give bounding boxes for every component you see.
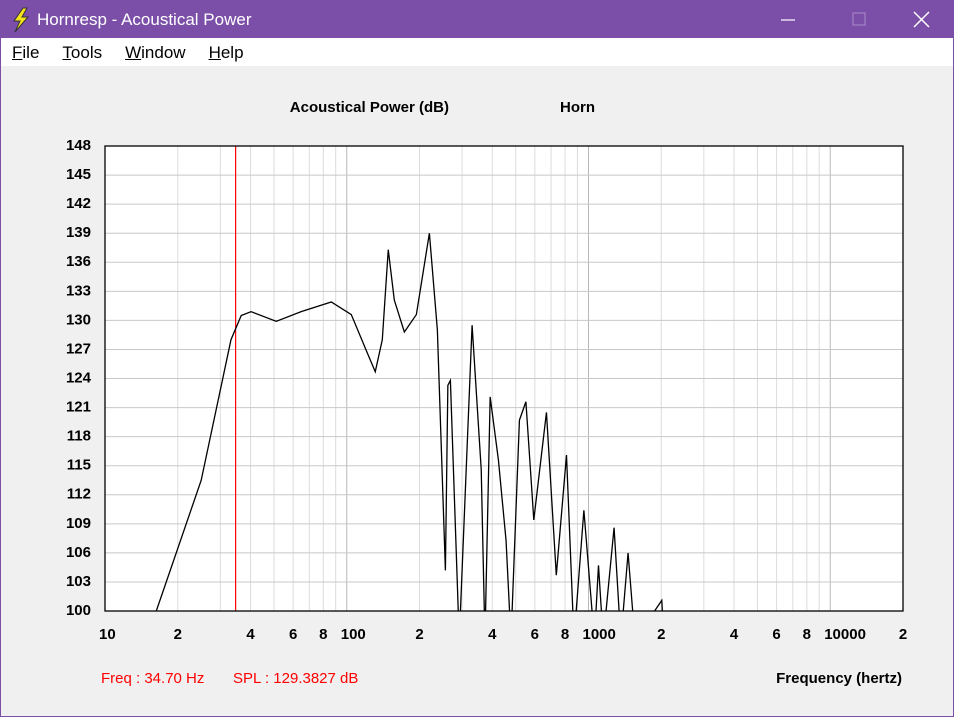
y-tick-label: 124 xyxy=(66,369,92,386)
y-tick-label: 106 xyxy=(66,544,91,561)
chart-title: Acoustical Power (dB) xyxy=(290,99,449,116)
menu-item[interactable]: File xyxy=(12,43,40,62)
x-tick-label: 2 xyxy=(657,626,665,643)
x-tick-label: 6 xyxy=(531,626,539,643)
y-tick-label: 118 xyxy=(67,428,91,445)
x-tick-label: 2 xyxy=(174,626,182,643)
title-bar: Hornresp - Acoustical Power xyxy=(1,1,953,38)
y-tick-label: 115 xyxy=(67,457,91,474)
close[interactable] xyxy=(913,11,930,28)
y-tick-label: 139 xyxy=(66,224,91,241)
y-tick-label: 103 xyxy=(66,573,91,590)
y-tick-label: 142 xyxy=(66,195,91,212)
x-tick-label: 6 xyxy=(772,626,780,643)
x-tick-label: 4 xyxy=(488,626,497,643)
x-tick-label: 1000 xyxy=(582,626,615,643)
chart-subtitle: Horn xyxy=(560,99,595,116)
y-tick-label: 109 xyxy=(66,515,91,532)
y-tick-label: 145 xyxy=(66,166,91,183)
x-tick-label: 8 xyxy=(803,626,811,643)
cursor-freq: Freq : 34.70 Hz xyxy=(101,670,204,687)
x-tick-label: 2 xyxy=(415,626,423,643)
y-tick-label: 136 xyxy=(66,253,91,270)
app-icon xyxy=(13,7,30,33)
menu-item[interactable]: Help xyxy=(208,43,244,62)
x-tick-label: 8 xyxy=(319,626,327,643)
x-tick-label: 4 xyxy=(246,626,255,643)
maximize[interactable] xyxy=(852,12,866,26)
x-tick-label: 8 xyxy=(561,626,569,643)
y-tick-label: 127 xyxy=(66,340,91,357)
x-tick-label: 4 xyxy=(730,626,739,643)
y-tick-label: 133 xyxy=(66,282,91,299)
x-axis-label: Frequency (hertz) xyxy=(776,670,902,687)
chart: Acoustical Power (dB) Horn Frequency (he… xyxy=(66,99,907,687)
y-tick-label: 121 xyxy=(66,399,91,416)
window-controls[interactable] xyxy=(773,1,953,38)
menu-bar: File Tools Window Help xyxy=(1,38,953,66)
x-tick-label: 6 xyxy=(289,626,297,643)
menu-item[interactable]: Tools xyxy=(62,43,103,62)
x-tick-label: 10 xyxy=(99,626,116,643)
y-tick-label: 100 xyxy=(66,602,91,619)
menu-item[interactable]: Window xyxy=(125,43,186,62)
y-tick-label: 148 xyxy=(66,137,91,154)
window-title: Hornresp - Acoustical Power xyxy=(37,10,252,29)
plot-border xyxy=(104,145,904,612)
cursor-spl: SPL : 129.3827 dB xyxy=(233,670,358,687)
y-tick-label: 112 xyxy=(67,486,91,503)
y-tick-label: 130 xyxy=(66,311,91,328)
x-tick-label: 2 xyxy=(899,626,907,643)
x-tick-label: 100 xyxy=(341,626,366,643)
x-tick-label: 10000 xyxy=(824,626,866,643)
response-curve xyxy=(155,233,663,611)
